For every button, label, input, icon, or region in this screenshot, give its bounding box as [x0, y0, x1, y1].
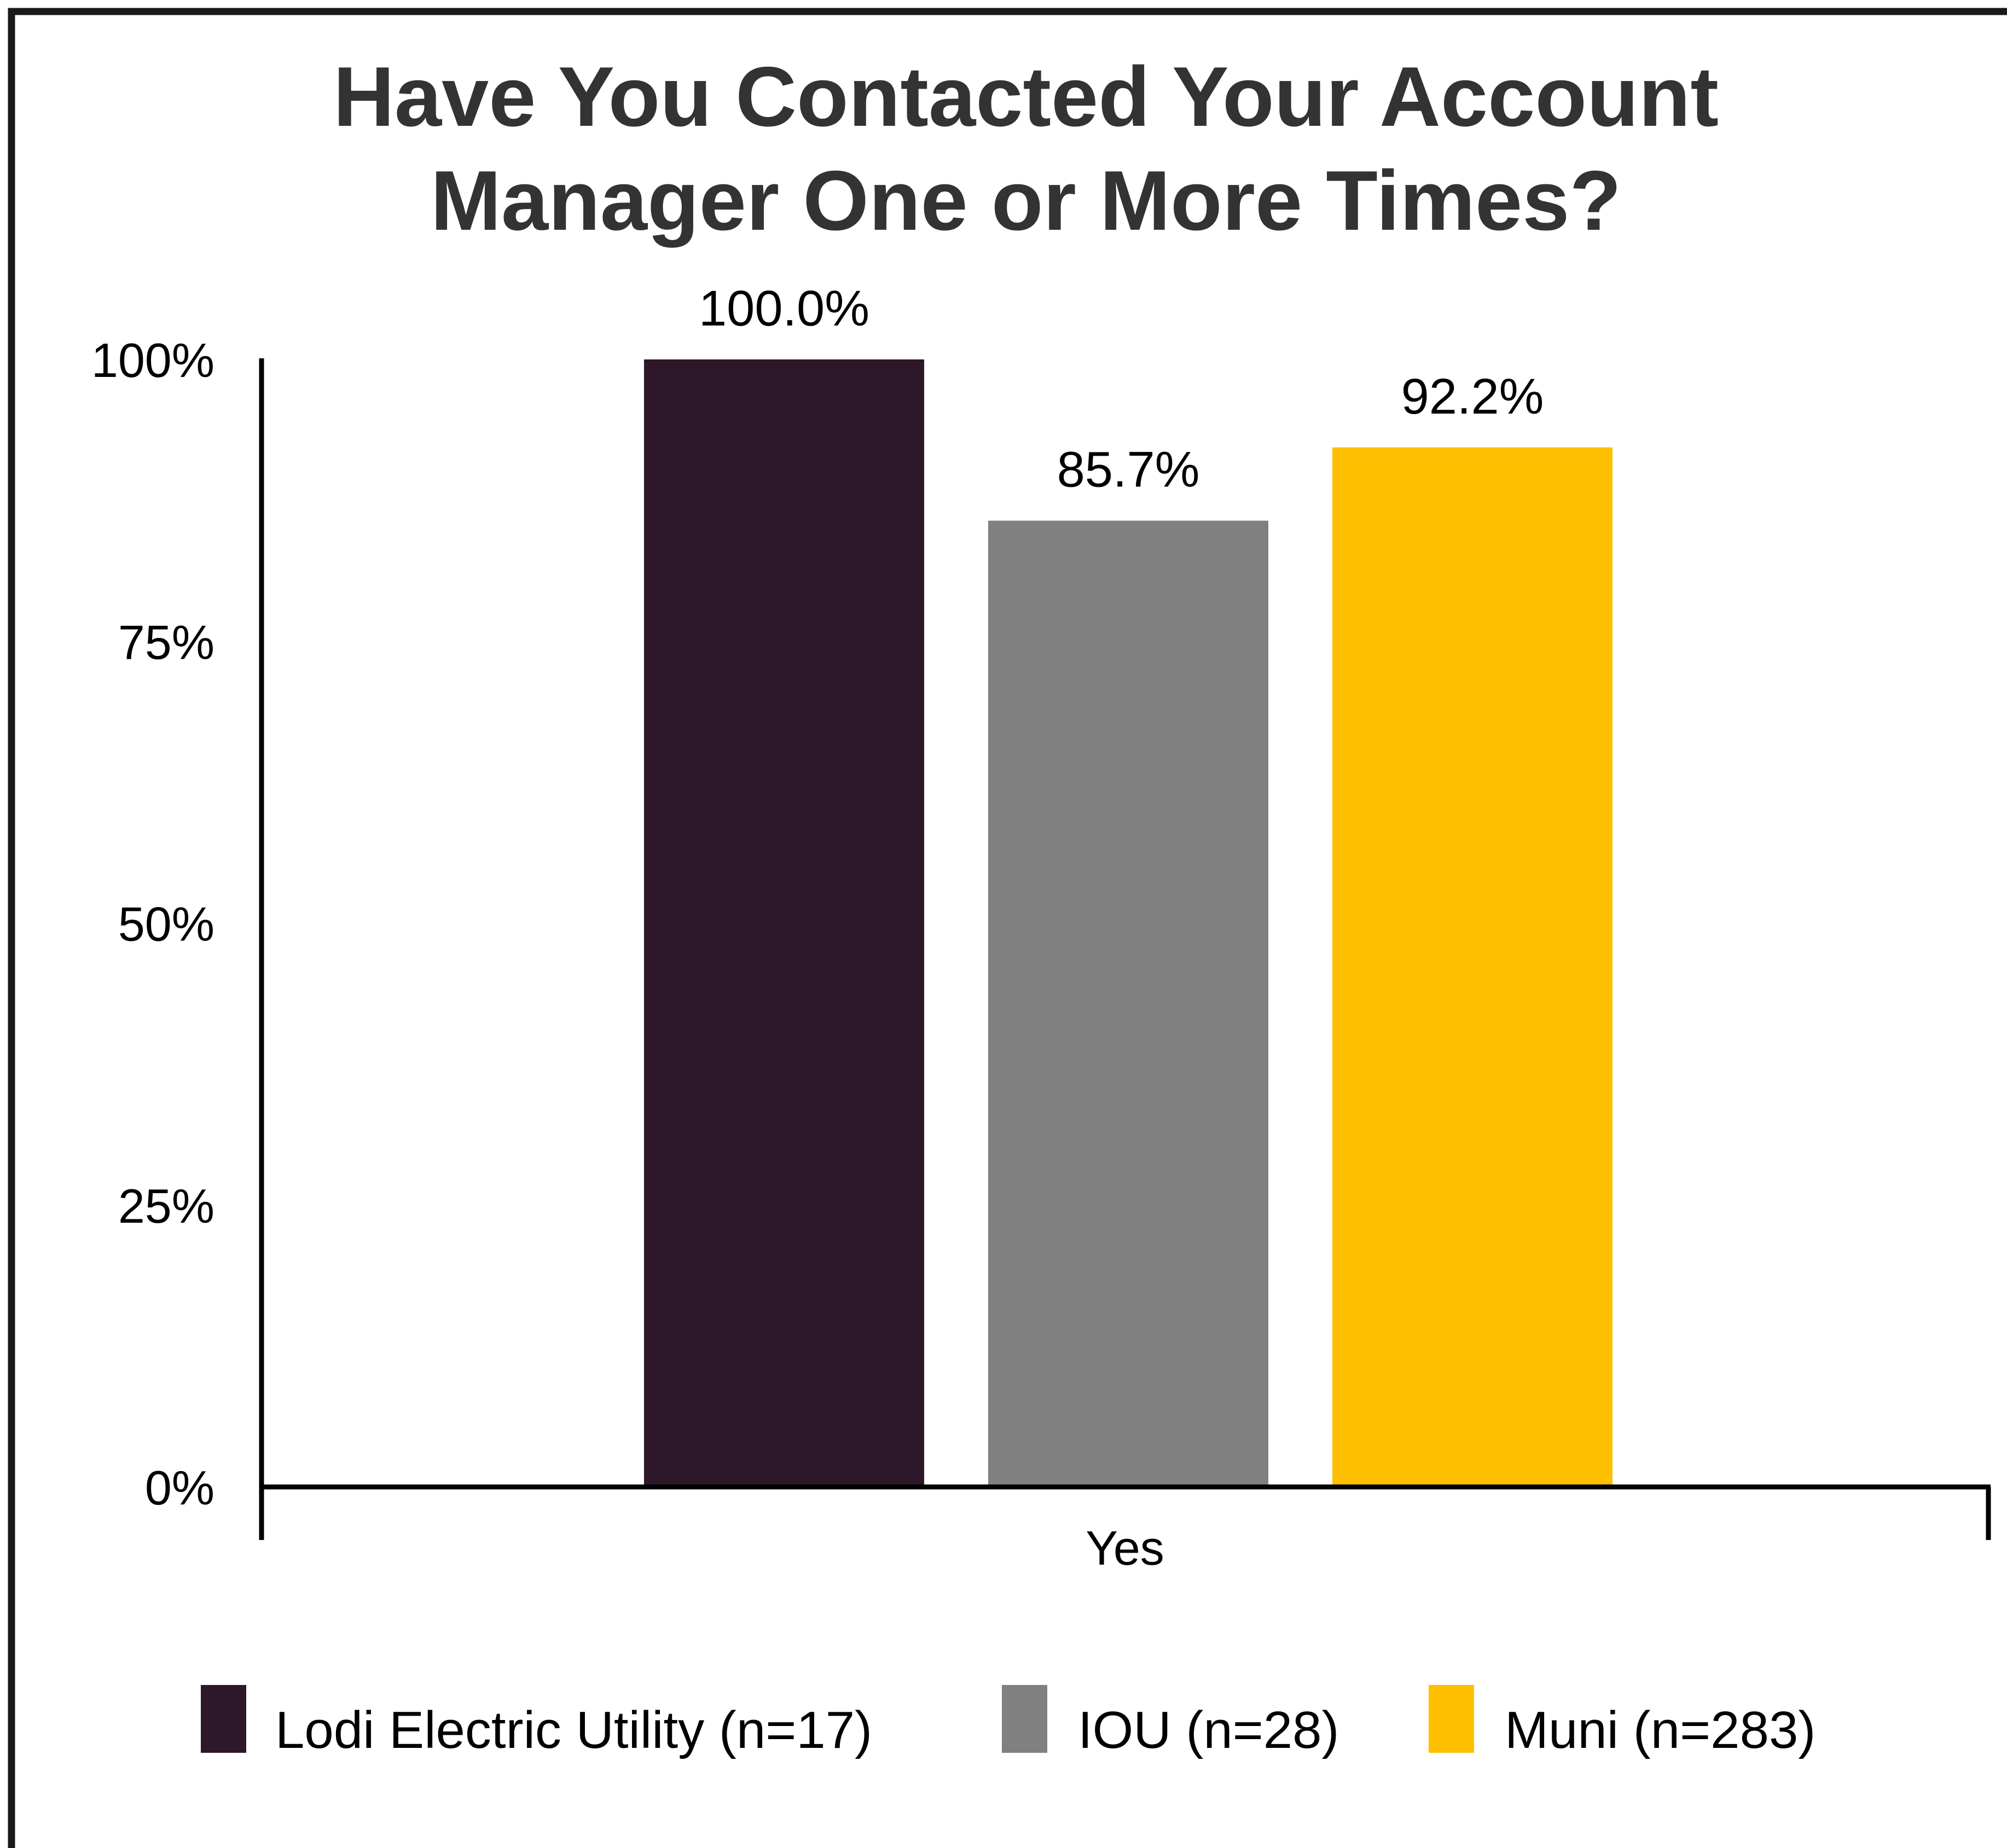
x-category-label: Yes: [1086, 1521, 1164, 1575]
bar: [988, 520, 1268, 1487]
legend-swatch-iou: [1002, 1685, 1047, 1753]
chart-border: [8, 8, 2007, 1848]
legend-swatch-lodi: [201, 1685, 246, 1753]
chart-title-line-2: Manager One or More Times?: [431, 153, 1621, 248]
y-tick-label: 75%: [118, 615, 214, 669]
chart-title-line-1: Have You Contacted Your Account: [333, 49, 1719, 144]
bar: [1332, 447, 1612, 1487]
bar: [644, 359, 924, 1487]
y-tick-label: 0%: [145, 1461, 214, 1515]
legend: Lodi Electric Utility (n=17) IOU (n=28) …: [201, 1685, 1815, 1759]
y-tick-label: 100%: [91, 333, 214, 387]
y-tick-label: 25%: [118, 1179, 214, 1233]
legend-label-muni: Muni (n=283): [1505, 1701, 1815, 1759]
bar-data-label: 100.0%: [699, 281, 869, 336]
bars-group: [644, 359, 1612, 1487]
bar-data-label: 85.7%: [1057, 442, 1200, 498]
y-axis-ticks: 0% 25% 50% 75% 100%: [91, 333, 214, 1515]
legend-label-iou: IOU (n=28): [1078, 1701, 1339, 1759]
bar-data-label: 92.2%: [1401, 369, 1544, 425]
data-labels-group: 100.0% 85.7% 92.2%: [699, 281, 1544, 498]
legend-label-lodi: Lodi Electric Utility (n=17): [275, 1701, 872, 1759]
y-tick-label: 50%: [118, 897, 214, 951]
legend-swatch-muni: [1429, 1685, 1474, 1753]
